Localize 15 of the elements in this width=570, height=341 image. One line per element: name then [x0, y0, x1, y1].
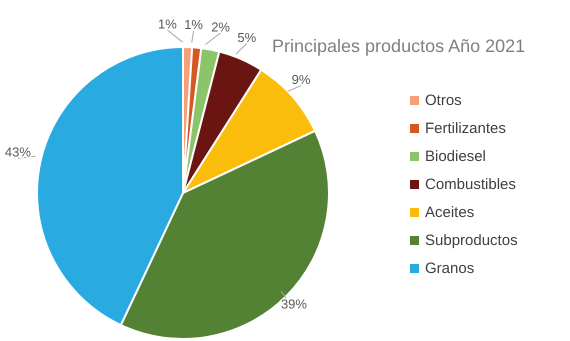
- legend-label: Aceites: [425, 204, 474, 220]
- legend-label: Otros: [425, 92, 462, 108]
- data-label: 1%: [158, 16, 178, 32]
- data-label: 9%: [292, 72, 311, 88]
- legend-label: Subproductos: [425, 232, 518, 248]
- data-label: 43%: [4, 144, 32, 160]
- data-label: 5%: [237, 30, 257, 45]
- data-label: 39%: [280, 296, 308, 312]
- data-label: 2%: [211, 19, 230, 34]
- legend-label: Biodiesel: [425, 148, 486, 164]
- text: Principales productos Año 2021: [272, 36, 526, 57]
- legend-label: Fertilizantes: [425, 120, 506, 136]
- legend-label: Granos: [425, 260, 474, 276]
- data-label: 1%: [184, 17, 204, 32]
- legend-label: Combustibles: [425, 176, 516, 192]
